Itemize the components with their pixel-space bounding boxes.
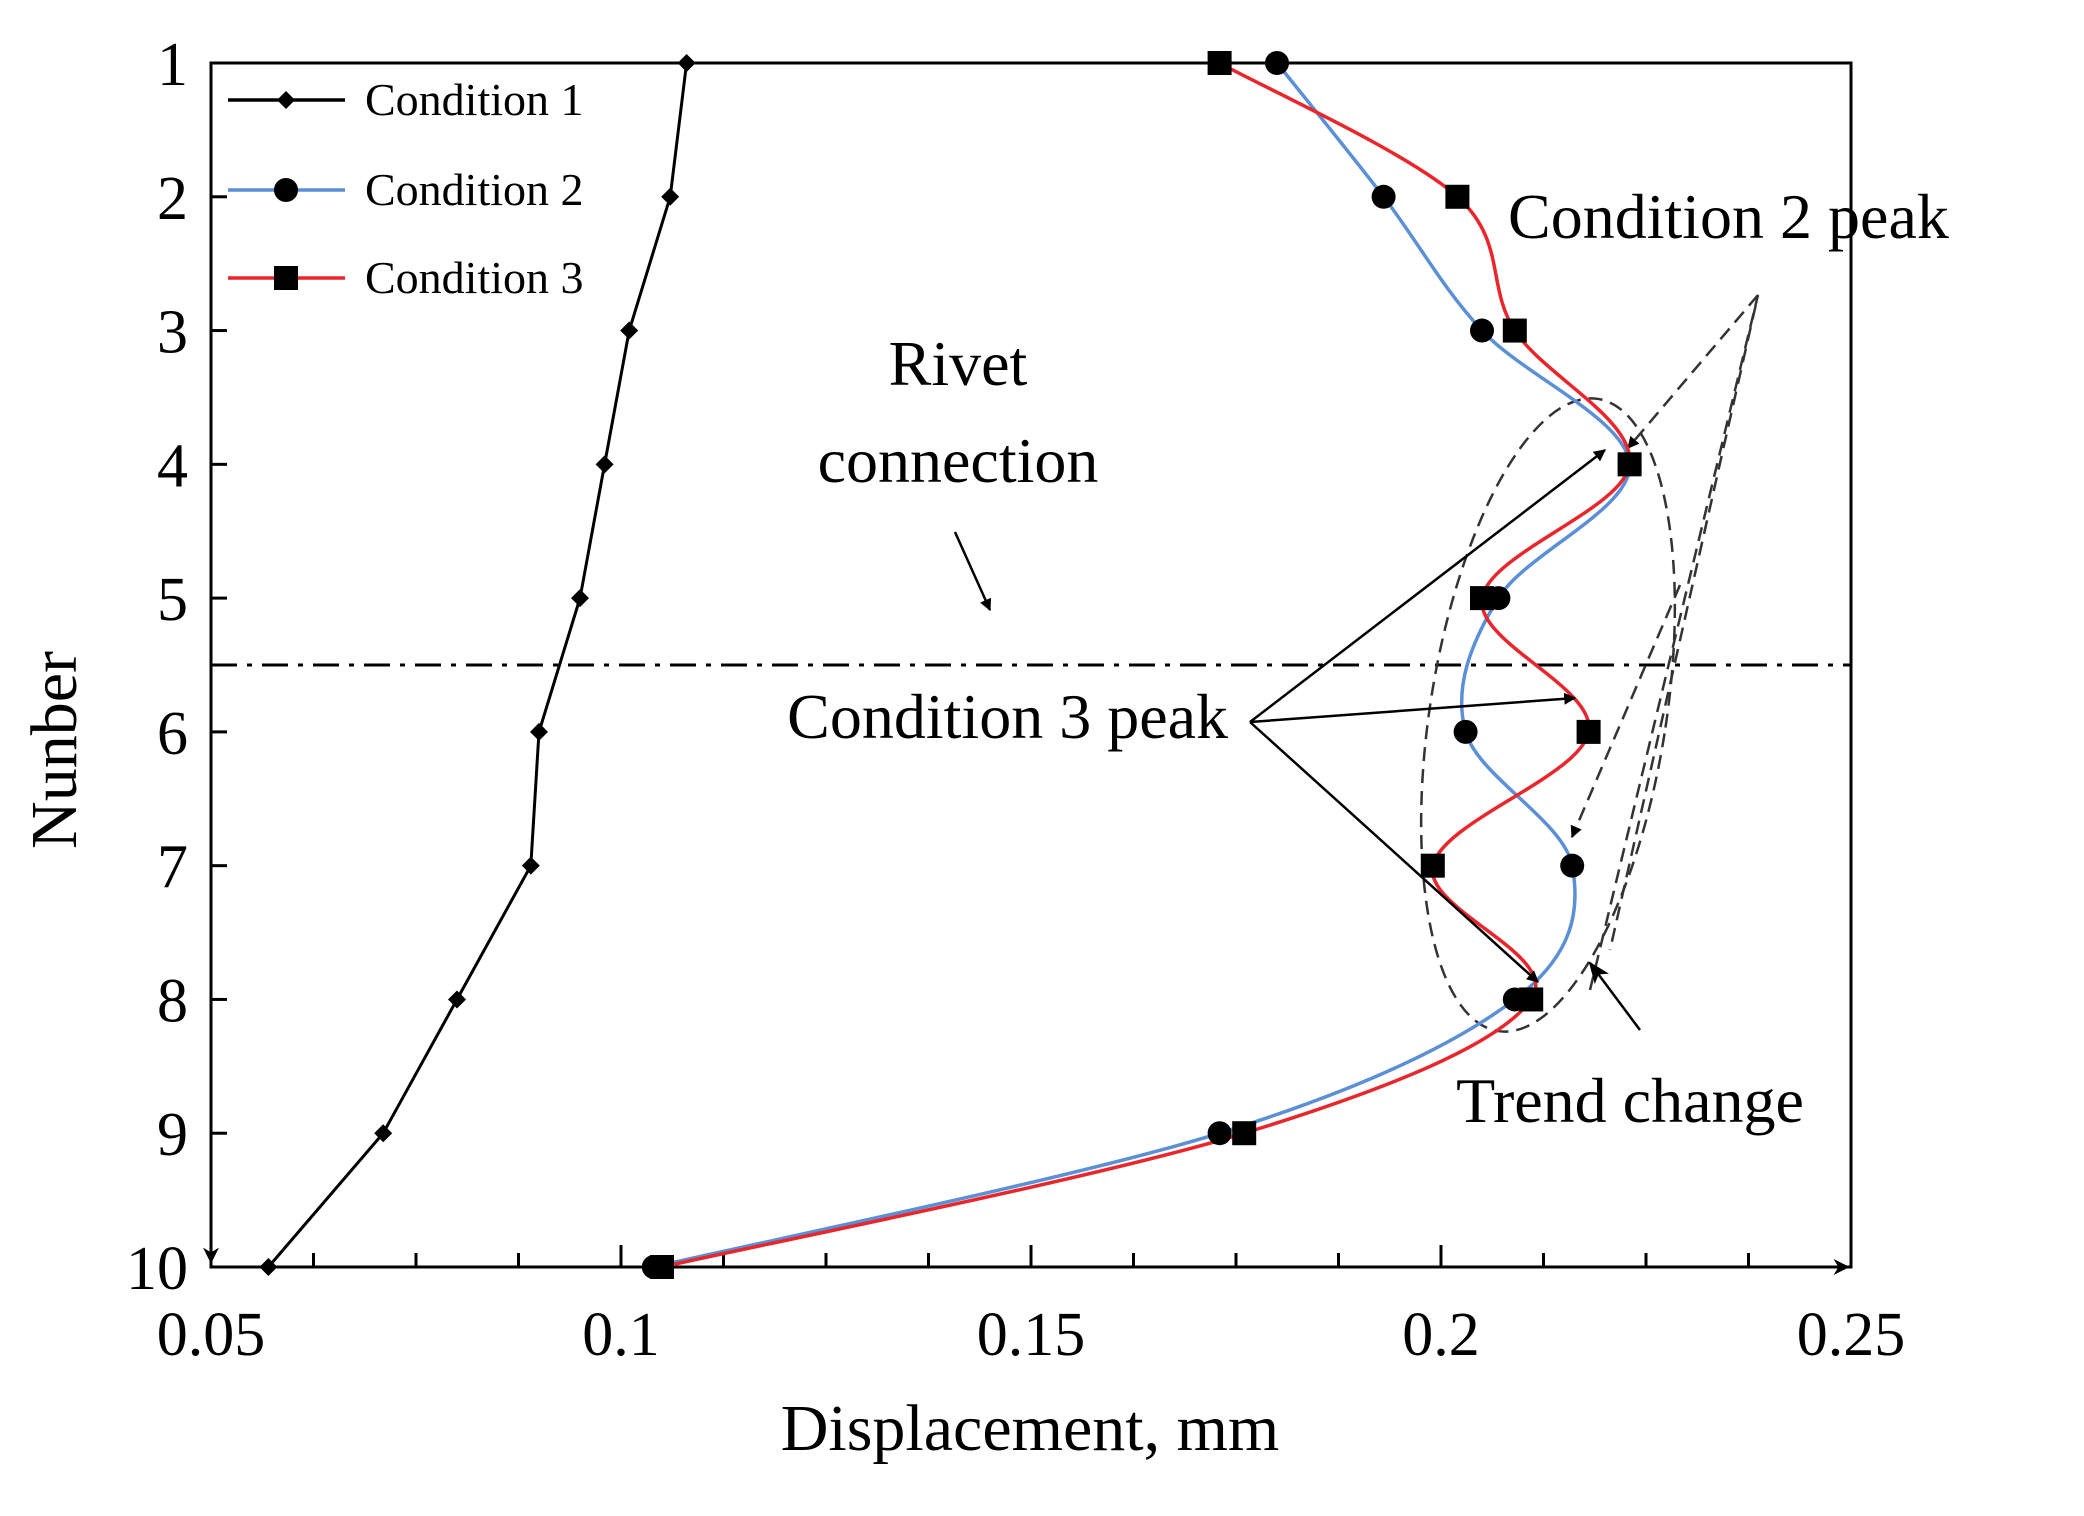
rivet-connection-arrow [953,531,992,612]
condition-2-point [1560,853,1585,878]
annotation-condition-3-peak: Condition 3 peak [787,681,1228,752]
condition-1-line [267,62,689,1268]
x-axis-ticks [312,1245,1750,1267]
peak-region-ellipse [1419,397,1677,1033]
x-tick-label: 0.2 [1402,1301,1480,1369]
condition-3-point [1502,318,1527,343]
annotation-rivet-connection-line2: connection [818,425,1099,496]
condition-3-point [1207,51,1232,75]
condition-2-point [1453,719,1478,744]
condition-2-peak-wedge [1588,294,1760,991]
condition-2-peak-arrow-upper [1627,294,1759,449]
condition-3-peak-arrow-to-4 [1249,449,1606,723]
trend-change-arrow [1588,961,1642,1031]
x-tick-label: 0.25 [1797,1301,1906,1369]
condition-2-peak-arrow-lower [1570,584,1682,839]
series-markers [259,51,1642,1279]
condition-1-point [448,990,466,1009]
y-tick-label: 10 [126,1235,188,1303]
condition-1-point [661,187,680,206]
legend-marker-condition-2 [274,178,298,202]
annotation-rivet-connection-line1: Rivet [889,328,1028,399]
condition-1-point [620,321,639,340]
condition-2-point [1207,1121,1232,1146]
x-axis-title: Displacement, mm [781,1392,1280,1465]
condition-3-point [1470,586,1494,611]
condition-3-point [1576,719,1601,744]
x-axis-tick-labels: 0.05 0.1 0.15 0.2 0.25 [157,1301,1906,1369]
condition-3-point [1445,184,1470,209]
condition-2-point [1371,184,1396,209]
x-tick-label: 0.1 [582,1301,660,1369]
x-tick-label: 0.15 [977,1301,1086,1369]
y-axis-tick-labels: 1 2 3 4 5 6 7 8 9 10 [126,31,188,1303]
condition-1-point [595,455,614,474]
condition-1-point [530,722,548,741]
condition-2-point [1265,51,1289,75]
legend-label-condition-1: Condition 1 [365,74,584,125]
y-tick-label: 8 [157,967,188,1035]
condition-3-point [1519,987,1544,1012]
x-tick-label: 0.05 [157,1301,266,1369]
y-tick-label: 4 [157,432,188,500]
condition-3-peak-arrow-to-6 [1249,692,1577,724]
legend-label-condition-3: Condition 3 [365,252,584,303]
condition-3-point [650,1255,674,1279]
condition-1-point [259,1258,278,1276]
y-tick-label: 9 [157,1101,188,1169]
legend-marker-condition-1 [277,91,295,109]
condition-1-point [677,54,696,72]
legend: Condition 1 Condition 2 Condition 3 [228,74,584,303]
condition-1-point [374,1124,393,1143]
y-tick-label: 5 [157,566,188,634]
condition-3-peak-arrow-to-8 [1249,721,1539,983]
y-tick-label: 3 [157,299,188,367]
condition-2-point [1470,318,1494,343]
condition-1-point [571,589,589,608]
condition-3-point [1420,853,1445,878]
annotation-condition-2-peak: Condition 2 peak [1508,181,1949,252]
y-tick-label: 2 [157,165,188,233]
y-axis-title: Nunber [18,651,91,849]
annotation-trend-change: Trend change [1456,1065,1804,1136]
condition-3-point [1617,452,1642,477]
y-tick-label: 1 [157,31,188,99]
condition-1-point [521,856,540,875]
legend-marker-condition-3 [274,266,298,290]
y-axis-ticks [211,195,227,1135]
condition-3-point [1232,1121,1257,1146]
legend-label-condition-2: Condition 2 [365,164,584,215]
y-tick-label: 6 [157,700,188,768]
y-tick-label: 7 [157,834,188,902]
